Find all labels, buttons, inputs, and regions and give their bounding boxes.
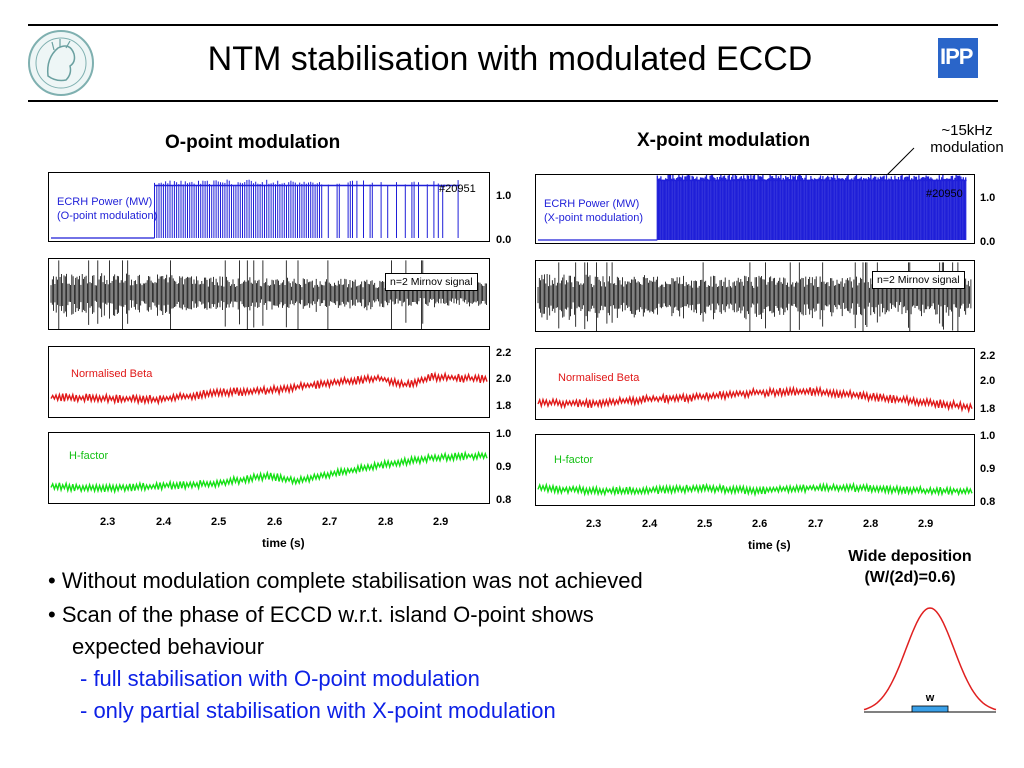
left-xtick: 2.5 xyxy=(211,516,227,528)
right-ecrh-label-1: ECRH Power (MW) xyxy=(544,198,640,210)
r-ecrh-trace xyxy=(538,175,967,241)
l-h-trace xyxy=(50,450,488,495)
right-ecrh-label: ECRH Power (MW) (X-point modulation) xyxy=(544,197,643,225)
annotation-line-1: ~15kHz xyxy=(941,122,993,139)
l-ecrh-trace xyxy=(51,179,460,239)
right-beta-tick-18: 1.8 xyxy=(980,403,996,415)
left-ecrh-tick-1: 1.0 xyxy=(496,190,512,202)
left-beta-plot xyxy=(50,371,488,406)
right-beta-label: Normalised Beta xyxy=(558,372,640,384)
right-h-tick-09: 0.9 xyxy=(980,463,996,475)
left-beta-panel: Normalised Beta xyxy=(48,346,490,418)
right-xtick: 2.5 xyxy=(697,518,713,530)
left-h-tick-10: 1.0 xyxy=(496,428,512,440)
ipp-logo: IPP xyxy=(938,38,978,78)
right-ecrh-plot xyxy=(538,175,967,241)
deposition-label: Wide deposition (W/(2d)=0.6) xyxy=(820,546,1000,588)
right-shot-number: #20950 xyxy=(926,188,963,200)
left-xlabel: time (s) xyxy=(262,536,305,550)
right-h-label: H-factor xyxy=(554,454,594,466)
right-h-tick-10: 1.0 xyxy=(980,430,996,442)
right-ecrh-tick-0: 0.0 xyxy=(980,236,996,248)
right-xtick: 2.9 xyxy=(918,518,934,530)
right-beta-plot xyxy=(537,385,973,414)
right-h-tick-08: 0.8 xyxy=(980,496,996,508)
left-h-tick-08: 0.8 xyxy=(496,494,512,506)
right-mirnov-panel: n=2 Mirnov signal xyxy=(535,260,975,332)
subbullet-2: - only partial stabilisation with X-poin… xyxy=(80,698,556,723)
header-top-rule xyxy=(28,24,998,26)
left-h-panel: H-factor xyxy=(48,432,490,504)
left-mirnov-panel: n=2 Mirnov signal xyxy=(48,258,490,330)
left-h-label: H-factor xyxy=(69,450,109,462)
bullet-1: • Without modulation complete stabilisat… xyxy=(48,568,643,593)
l-mirnov-trace xyxy=(50,260,487,329)
left-beta-tick-18: 1.8 xyxy=(496,400,512,412)
page-title: NTM stabilisation with modulated ECCD xyxy=(207,40,813,78)
right-beta-tick-22: 2.2 xyxy=(980,350,996,362)
gaussian-curve xyxy=(863,607,997,711)
deposition-width-bar xyxy=(911,705,949,713)
left-beta-tick-20: 2.0 xyxy=(496,373,512,385)
left-xtick: 2.7 xyxy=(322,516,338,528)
modulation-annotation: ~15kHz modulation xyxy=(912,122,1022,156)
right-h-panel: H-factor xyxy=(535,434,975,506)
left-h-plot xyxy=(50,450,488,495)
deposition-label-1: Wide deposition xyxy=(848,548,972,565)
l-beta-trace xyxy=(50,371,488,406)
right-beta-panel: Normalised Beta xyxy=(535,348,975,420)
left-ecrh-plot xyxy=(51,179,460,239)
right-ecrh-panel: ECRH Power (MW) (X-point modulation) #20… xyxy=(535,174,975,244)
header-bottom-rule xyxy=(28,100,998,102)
left-ecrh-panel: ECRH Power (MW) (O-point modulation) #20… xyxy=(48,172,490,242)
left-mirnov-plot xyxy=(50,260,487,329)
left-xtick: 2.9 xyxy=(433,516,449,528)
r-beta-trace xyxy=(537,385,973,414)
right-h-plot xyxy=(537,481,973,498)
ipp-logo-text: IPP xyxy=(940,44,973,69)
right-ecrh-tick-1: 1.0 xyxy=(980,192,996,204)
left-beta-label: Normalised Beta xyxy=(71,368,153,380)
left-ecrh-label-1: ECRH Power (MW) xyxy=(57,196,153,208)
left-xtick: 2.4 xyxy=(156,516,172,528)
left-shot-number: #20951 xyxy=(439,183,476,195)
left-xtick: 2.8 xyxy=(378,516,394,528)
bullet-2: • Scan of the phase of ECCD w.r.t. islan… xyxy=(48,602,594,627)
right-xtick: 2.3 xyxy=(586,518,602,530)
right-column-title: X-point modulation xyxy=(637,130,811,151)
annotation-line-2: modulation xyxy=(930,139,1004,156)
right-xtick: 2.6 xyxy=(752,518,768,530)
left-xtick: 2.3 xyxy=(100,516,116,528)
left-h-tick-09: 0.9 xyxy=(496,461,512,473)
right-ecrh-label-2: (X-point modulation) xyxy=(544,212,644,224)
left-mirnov-label: n=2 Mirnov signal xyxy=(385,273,478,291)
left-ecrh-label: ECRH Power (MW) (O-point modulation) xyxy=(57,195,157,223)
right-mirnov-label: n=2 Mirnov signal xyxy=(872,271,965,289)
left-xtick: 2.6 xyxy=(267,516,283,528)
r-h-trace xyxy=(537,481,973,498)
right-xtick: 2.7 xyxy=(808,518,824,530)
subbullet-1: - full stabilisation with O-point modula… xyxy=(80,666,480,691)
right-xtick: 2.8 xyxy=(863,518,879,530)
right-xtick: 2.4 xyxy=(642,518,658,530)
left-column-title: O-point modulation xyxy=(165,132,341,153)
deposition-label-2: (W/(2d)=0.6) xyxy=(864,569,956,586)
left-ecrh-tick-0: 0.0 xyxy=(496,234,512,246)
minerva-logo-icon xyxy=(26,28,96,98)
left-beta-tick-22: 2.2 xyxy=(496,347,512,359)
right-beta-tick-20: 2.0 xyxy=(980,375,996,387)
w-label: w xyxy=(925,692,935,704)
left-ecrh-label-2: (O-point modulation) xyxy=(57,210,158,222)
bullet-2-continuation: expected behaviour xyxy=(72,634,265,659)
right-xlabel: time (s) xyxy=(748,538,791,552)
gaussian-deposition-diagram: w xyxy=(863,607,997,713)
